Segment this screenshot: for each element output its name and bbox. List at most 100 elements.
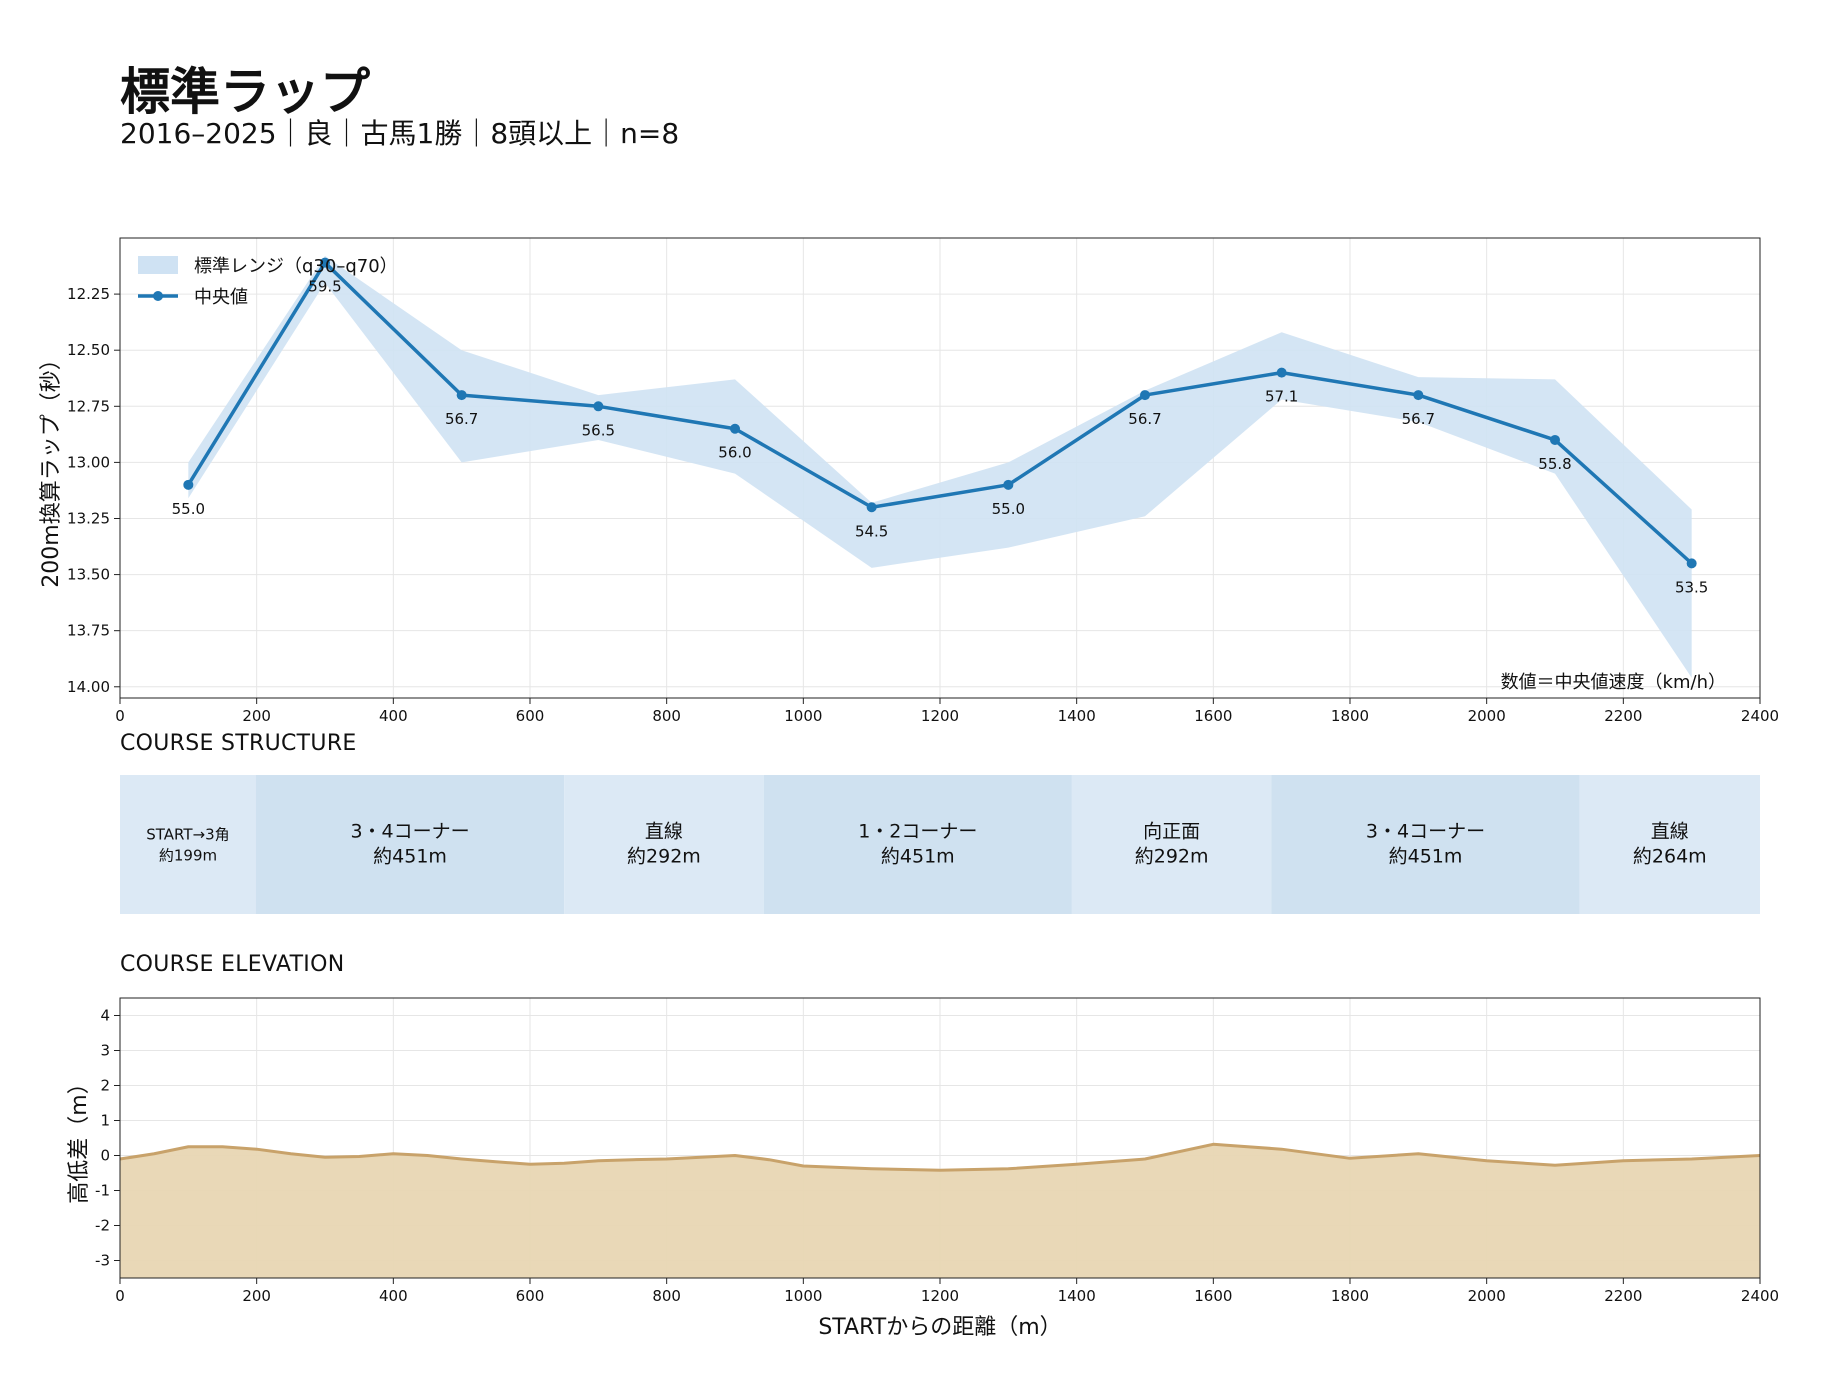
y-tick-label: 14.00 — [67, 678, 110, 696]
median-value-label: 55.0 — [172, 500, 205, 518]
range-band — [188, 255, 1692, 678]
y-tick-label: 13.00 — [67, 453, 110, 471]
x-axis-title: STARTからの距離（m） — [818, 1315, 1061, 1340]
course-segment — [763, 775, 1072, 914]
course-segment-name: 3・4コーナー — [1366, 821, 1485, 843]
x-tick-label: 1600 — [1194, 707, 1232, 725]
x-tick-label: 800 — [652, 1287, 681, 1305]
course-segment-length: 約451m — [881, 846, 955, 868]
median-point — [1276, 367, 1287, 378]
x-tick-label: 800 — [652, 707, 681, 725]
median-point — [183, 479, 194, 490]
elevation-area — [120, 1144, 1760, 1278]
course-segment-length: 約451m — [1389, 846, 1463, 868]
y-tick-label: -2 — [95, 1217, 110, 1235]
y-tick-label: 12.75 — [67, 397, 110, 415]
y-axis-title: 200m換算ラップ（秒） — [39, 348, 64, 587]
course-segment-length: 約451m — [373, 846, 447, 868]
course-segment — [1071, 775, 1272, 914]
median-value-label: 59.5 — [308, 278, 341, 296]
course-segment-name: 直線 — [645, 821, 683, 843]
course-segment-name: 直線 — [1651, 821, 1689, 843]
elevation-chart: 0 200 400 600 800 1000 1200 1400 1600 1800 2000 220… — [67, 997, 1779, 1340]
median-value-label: 56.7 — [445, 410, 478, 428]
median-point — [320, 257, 330, 268]
page-title: 標準ラップ — [120, 63, 370, 121]
x-tick-label: 600 — [516, 1287, 545, 1305]
y-axis-title: 高低差（m） — [67, 1072, 92, 1203]
plot-frame — [119, 237, 1761, 699]
y-tick-label: -3 — [95, 1252, 110, 1270]
x-tick-label: 0 — [115, 1287, 125, 1305]
course-segment — [1579, 775, 1760, 914]
x-tick-label: 2400 — [1741, 1287, 1779, 1305]
chart-annotation: 数値＝中央値速度（km/h） — [1501, 672, 1726, 693]
y-tick-label: 1 — [100, 1112, 110, 1130]
median-point — [593, 401, 604, 412]
plot-frame — [119, 997, 1761, 1279]
course-segment — [120, 775, 256, 914]
x-tick-label: 1600 — [1194, 1287, 1232, 1305]
course-segment — [564, 775, 764, 914]
legend-median-marker — [153, 291, 163, 301]
x-tick-label: 2000 — [1468, 1287, 1506, 1305]
median-value-label: 55.0 — [992, 500, 1025, 518]
median-point — [1140, 390, 1150, 401]
x-tick-label: 1000 — [784, 707, 822, 725]
course-segment-name: 3・4コーナー — [350, 821, 469, 843]
y-tick-label: 4 — [100, 1007, 110, 1025]
x-tick-label: 1400 — [1058, 1287, 1096, 1305]
x-tick-label: 2200 — [1604, 707, 1642, 725]
course-segment-length: 約292m — [627, 846, 701, 868]
x-tick-label: 200 — [242, 1287, 271, 1305]
course-structure-title: COURSE STRUCTURE — [120, 731, 357, 756]
median-point — [730, 423, 740, 434]
median-line — [186, 260, 1693, 565]
x-tick-label: 1400 — [1058, 707, 1096, 725]
x-tick-label: 1200 — [921, 1287, 959, 1305]
median-value-label: 57.1 — [1265, 388, 1298, 406]
median-value-label: 56.7 — [1128, 410, 1161, 428]
legend-median-label: 中央値 — [194, 287, 248, 308]
x-tick-label: 2000 — [1468, 707, 1506, 725]
y-tick-label: 12.50 — [67, 341, 110, 359]
median-point — [1686, 558, 1697, 569]
y-tick-label: 13.25 — [67, 509, 110, 527]
elevation-line — [119, 1142, 1761, 1172]
x-tick-label: 1000 — [784, 1287, 822, 1305]
course-segment-name: 向正面 — [1143, 821, 1200, 843]
y-tick-label: -1 — [95, 1182, 110, 1200]
course-segment — [1271, 775, 1580, 914]
course-segment — [255, 775, 565, 914]
y-tick-label: 0 — [100, 1147, 110, 1165]
median-value-label: 56.7 — [1402, 410, 1435, 428]
median-value-label: 56.0 — [718, 444, 751, 462]
y-tick-label: 3 — [100, 1042, 110, 1060]
median-value-label: 56.5 — [582, 421, 615, 439]
legend: 標準レンジ（q30–q70） 中央値 — [138, 256, 398, 308]
course-segment-name: START→3角 — [146, 826, 229, 844]
course-segment-length: 約292m — [1135, 846, 1209, 868]
legend-band-swatch — [138, 256, 178, 274]
y-tick-label: 2 — [100, 1077, 110, 1095]
x-tick-label: 1800 — [1331, 1287, 1369, 1305]
lap-chart: 0 200 400 600 800 1000 1200 1400 1600 1800 2000 220… — [39, 237, 1779, 725]
y-tick-label: 12.25 — [67, 285, 110, 303]
median-point — [1550, 434, 1560, 445]
median-value-label: 54.5 — [855, 522, 888, 540]
median-point — [456, 390, 467, 401]
x-tick-label: 2400 — [1741, 707, 1779, 725]
course-elevation-title: COURSE ELEVATION — [120, 952, 345, 977]
median-point — [1413, 390, 1424, 401]
course-segment-length: 約264m — [1633, 846, 1707, 868]
x-tick-label: 400 — [379, 707, 408, 725]
median-point — [866, 502, 877, 513]
x-tick-label: 1200 — [921, 707, 959, 725]
x-tick-label: 0 — [115, 707, 125, 725]
median-value-label: 53.5 — [1675, 578, 1708, 596]
y-tick-label: 13.75 — [67, 622, 110, 640]
median-point — [1003, 479, 1014, 490]
x-tick-label: 1800 — [1331, 707, 1369, 725]
